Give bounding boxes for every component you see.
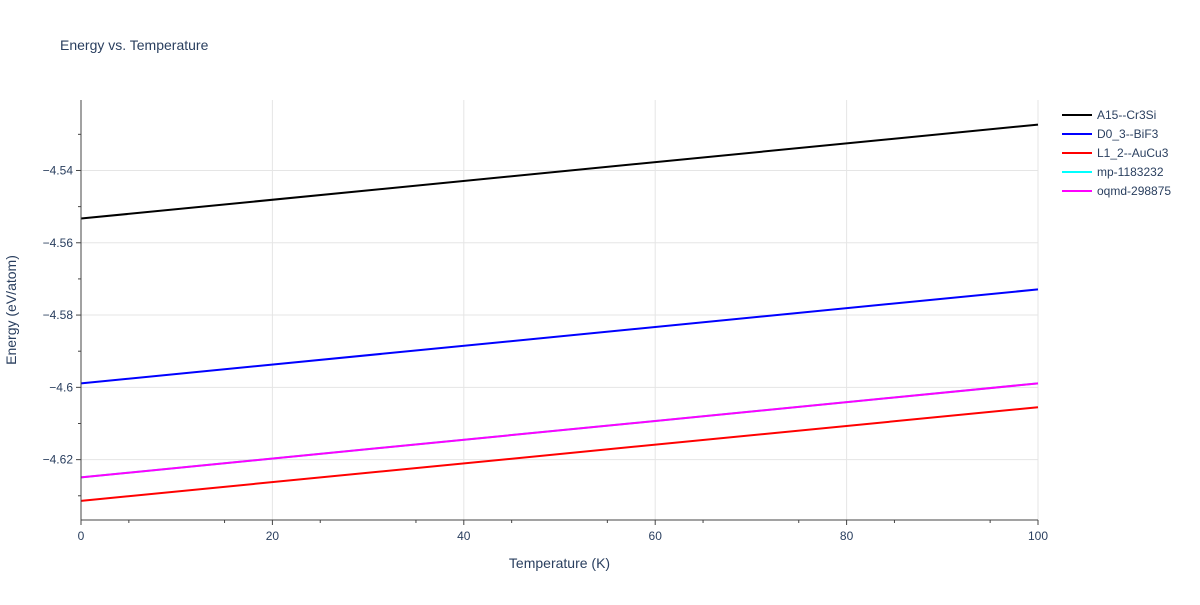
series-line <box>80 123 1039 220</box>
series-line <box>80 406 1039 502</box>
legend-label: A15--Cr3Si <box>1097 108 1156 122</box>
plot-area <box>80 123 1039 502</box>
y-tick-label: −4.56 <box>43 236 74 250</box>
x-tick-label: 40 <box>457 529 471 543</box>
legend-label: D0_3--BiF3 <box>1097 127 1159 141</box>
legend-item[interactable]: mp-1183232 <box>1062 165 1164 179</box>
axes: 0 20 40 60 80 100 −4.62 −4.6 −4.58 −4.56 −4.54 <box>43 100 1048 543</box>
y-tick-label: −4.6 <box>49 380 73 394</box>
series-line <box>80 288 1039 385</box>
y-axis-label: Energy (eV/atom) <box>3 255 19 365</box>
y-tick-label: −4.62 <box>43 453 74 467</box>
legend-label: L1_2--AuCu3 <box>1097 146 1169 160</box>
x-tick-label: 100 <box>1028 529 1048 543</box>
legend-item[interactable]: A15--Cr3Si <box>1062 108 1156 122</box>
y-tick-label: −4.58 <box>43 308 74 322</box>
x-tick-label: 0 <box>78 529 85 543</box>
series-line <box>80 382 1039 479</box>
chart-title: Energy vs. Temperature <box>60 37 209 53</box>
legend-item[interactable]: D0_3--BiF3 <box>1062 127 1159 141</box>
x-tick-label: 80 <box>840 529 854 543</box>
legend[interactable]: A15--Cr3Si D0_3--BiF3 L1_2--AuCu3 mp-118323… <box>1062 108 1171 198</box>
legend-item[interactable]: L1_2--AuCu3 <box>1062 146 1169 160</box>
grid <box>81 100 1039 520</box>
y-tick-label: −4.54 <box>43 163 74 177</box>
x-tick-label: 60 <box>649 529 663 543</box>
legend-label: oqmd-298875 <box>1097 184 1171 198</box>
x-axis-label: Temperature (K) <box>509 555 610 571</box>
legend-item[interactable]: oqmd-298875 <box>1062 184 1171 198</box>
legend-label: mp-1183232 <box>1097 165 1164 179</box>
x-tick-label: 20 <box>266 529 280 543</box>
